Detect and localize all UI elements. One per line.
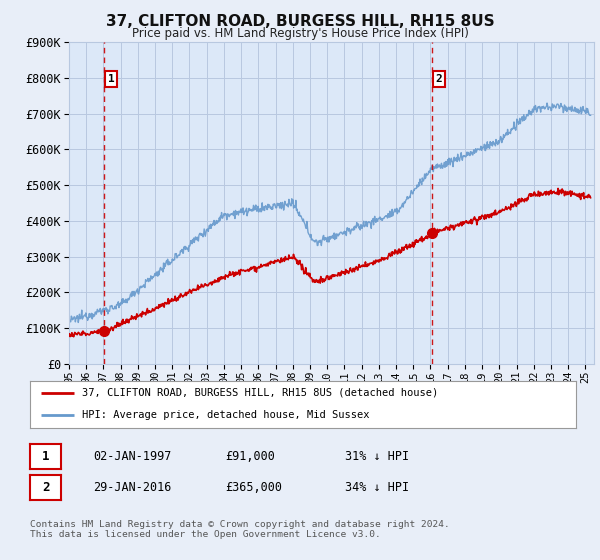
Text: 34% ↓ HPI: 34% ↓ HPI: [345, 480, 409, 494]
Text: Contains HM Land Registry data © Crown copyright and database right 2024.
This d: Contains HM Land Registry data © Crown c…: [30, 520, 450, 539]
Text: 1: 1: [107, 74, 115, 84]
Text: 29-JAN-2016: 29-JAN-2016: [93, 480, 172, 494]
Text: 2: 2: [42, 480, 49, 494]
Text: 31% ↓ HPI: 31% ↓ HPI: [345, 450, 409, 463]
Text: 1: 1: [42, 450, 49, 463]
Text: 37, CLIFTON ROAD, BURGESS HILL, RH15 8US (detached house): 37, CLIFTON ROAD, BURGESS HILL, RH15 8US…: [82, 388, 438, 398]
Text: 02-JAN-1997: 02-JAN-1997: [93, 450, 172, 463]
Text: 2: 2: [435, 74, 442, 84]
Text: Price paid vs. HM Land Registry's House Price Index (HPI): Price paid vs. HM Land Registry's House …: [131, 27, 469, 40]
Text: £365,000: £365,000: [225, 480, 282, 494]
Text: 37, CLIFTON ROAD, BURGESS HILL, RH15 8US: 37, CLIFTON ROAD, BURGESS HILL, RH15 8US: [106, 14, 494, 29]
Text: £91,000: £91,000: [225, 450, 275, 463]
Text: HPI: Average price, detached house, Mid Sussex: HPI: Average price, detached house, Mid …: [82, 410, 370, 420]
